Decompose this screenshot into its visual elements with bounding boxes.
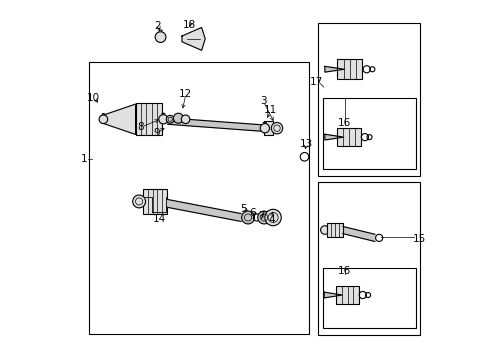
Text: 12: 12 xyxy=(179,89,192,99)
Circle shape xyxy=(155,32,165,42)
Bar xyxy=(264,121,272,135)
Bar xyxy=(89,62,308,334)
Text: 14: 14 xyxy=(153,214,166,224)
Text: 17: 17 xyxy=(309,77,322,87)
Text: 7: 7 xyxy=(258,211,264,221)
Text: 11: 11 xyxy=(263,105,276,115)
Circle shape xyxy=(260,123,269,133)
Bar xyxy=(326,223,342,237)
Circle shape xyxy=(257,211,270,224)
Text: 5: 5 xyxy=(239,203,246,213)
Bar xyxy=(337,59,362,79)
Text: 16: 16 xyxy=(337,118,350,128)
Bar xyxy=(143,189,166,214)
Text: 18: 18 xyxy=(183,19,196,30)
Bar xyxy=(335,287,358,303)
Text: 15: 15 xyxy=(412,234,426,244)
Circle shape xyxy=(132,195,145,208)
Polygon shape xyxy=(102,104,135,134)
Circle shape xyxy=(99,115,107,123)
Circle shape xyxy=(264,209,281,226)
Text: 6: 6 xyxy=(248,208,255,218)
Text: 10: 10 xyxy=(87,93,100,103)
Text: 8: 8 xyxy=(137,122,144,132)
Text: 13: 13 xyxy=(299,139,312,149)
Polygon shape xyxy=(342,226,374,242)
Text: 2: 2 xyxy=(154,21,161,31)
Circle shape xyxy=(271,122,282,134)
Polygon shape xyxy=(324,66,344,72)
Circle shape xyxy=(181,115,189,123)
Circle shape xyxy=(159,114,168,124)
Text: 9: 9 xyxy=(153,128,160,138)
Text: 1: 1 xyxy=(81,154,88,163)
Polygon shape xyxy=(182,27,205,50)
Bar xyxy=(317,182,419,336)
Circle shape xyxy=(241,211,254,224)
Circle shape xyxy=(320,226,328,234)
Bar xyxy=(135,103,162,135)
Circle shape xyxy=(173,113,183,123)
Polygon shape xyxy=(324,134,343,140)
Text: 16: 16 xyxy=(337,266,350,276)
Circle shape xyxy=(166,115,174,123)
Bar xyxy=(323,98,415,169)
Bar xyxy=(323,267,415,328)
Bar xyxy=(317,23,419,176)
Polygon shape xyxy=(166,199,241,221)
Polygon shape xyxy=(324,292,342,298)
Text: 3: 3 xyxy=(259,96,266,107)
Polygon shape xyxy=(167,118,264,131)
Bar xyxy=(337,128,360,146)
Text: 4: 4 xyxy=(267,215,274,225)
